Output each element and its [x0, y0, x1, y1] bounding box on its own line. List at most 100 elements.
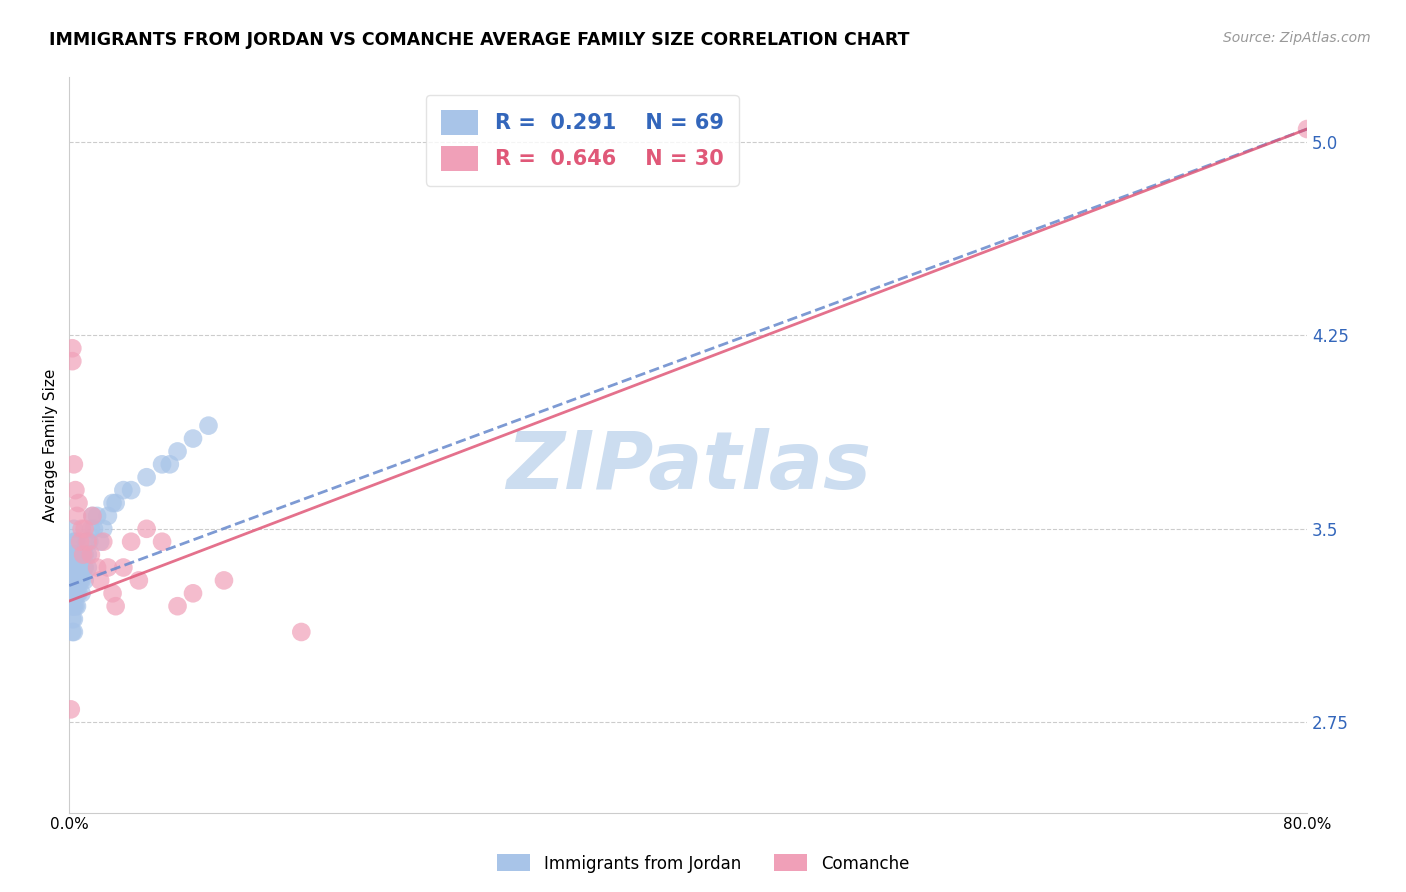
Point [66, 560, 89, 574]
Point [75, 534, 97, 549]
Point [120, 534, 142, 549]
Point [59, 560, 82, 574]
Y-axis label: Average Family Size: Average Family Size [44, 368, 58, 522]
Point [120, 483, 142, 497]
Point [63, 522, 86, 536]
Point [65, 483, 87, 497]
Point [63, 599, 86, 614]
Point [69, 560, 91, 574]
Point [66, 599, 89, 614]
Point [82, 508, 104, 523]
Point [67, 548, 90, 562]
Point [63, 625, 86, 640]
Point [73, 548, 96, 562]
Point [83, 522, 105, 536]
Point [70, 522, 93, 536]
Point [60, 612, 83, 626]
Point [70, 586, 93, 600]
Point [73, 574, 96, 588]
Point [60, 574, 83, 588]
Point [67, 574, 90, 588]
Point [73, 522, 96, 536]
Legend: R =  0.291    N = 69, R =  0.646    N = 30: R = 0.291 N = 69, R = 0.646 N = 30 [426, 95, 738, 186]
Point [60, 341, 83, 355]
Point [65, 560, 87, 574]
Point [101, 586, 124, 600]
Point [79, 534, 101, 549]
Point [80, 522, 103, 536]
Point [89, 534, 111, 549]
Point [60, 354, 83, 368]
Point [63, 548, 86, 562]
Point [150, 458, 173, 472]
Point [72, 548, 94, 562]
Point [197, 418, 219, 433]
Point [104, 496, 127, 510]
Point [86, 560, 108, 574]
Point [86, 508, 108, 523]
Point [135, 470, 157, 484]
Point [65, 599, 87, 614]
Point [65, 586, 87, 600]
Point [181, 432, 204, 446]
Point [63, 586, 86, 600]
Point [67, 560, 90, 574]
Point [166, 599, 188, 614]
Point [67, 496, 90, 510]
Point [91, 522, 114, 536]
Point [69, 548, 91, 562]
Point [66, 508, 89, 523]
Point [135, 522, 157, 536]
Point [89, 574, 111, 588]
Point [82, 508, 104, 523]
Point [128, 574, 150, 588]
Point [112, 560, 135, 574]
Point [104, 599, 127, 614]
Point [70, 548, 93, 562]
Point [63, 574, 86, 588]
Point [72, 548, 94, 562]
Point [73, 560, 96, 574]
Point [69, 574, 91, 588]
Point [60, 586, 83, 600]
Point [91, 534, 114, 549]
Legend: Immigrants from Jordan, Comanche: Immigrants from Jordan, Comanche [491, 847, 915, 880]
Point [59, 548, 82, 562]
Point [181, 586, 204, 600]
Point [60, 560, 83, 574]
Point [60, 548, 83, 562]
Point [66, 534, 89, 549]
Point [60, 599, 83, 614]
Point [80, 548, 103, 562]
Point [97, 560, 120, 574]
Point [67, 586, 90, 600]
Point [59, 574, 82, 588]
Point [59, 599, 82, 614]
Point [159, 458, 181, 472]
Point [65, 548, 87, 562]
Text: IMMIGRANTS FROM JORDAN VS COMANCHE AVERAGE FAMILY SIZE CORRELATION CHART: IMMIGRANTS FROM JORDAN VS COMANCHE AVERA… [49, 31, 910, 49]
Point [72, 560, 94, 574]
Text: Source: ZipAtlas.com: Source: ZipAtlas.com [1223, 31, 1371, 45]
Point [76, 560, 98, 574]
Point [63, 560, 86, 574]
Point [60, 625, 83, 640]
Point [69, 534, 91, 549]
Point [112, 483, 135, 497]
Point [66, 586, 89, 600]
Text: ZIPatlas: ZIPatlas [506, 428, 870, 506]
Point [76, 548, 98, 562]
Point [70, 574, 93, 588]
Point [101, 496, 124, 510]
Point [63, 612, 86, 626]
Point [59, 702, 82, 716]
Point [63, 458, 86, 472]
Point [150, 534, 173, 549]
Point [76, 534, 98, 549]
Point [66, 548, 89, 562]
Point [166, 444, 188, 458]
Point [290, 625, 312, 640]
Point [59, 586, 82, 600]
Point [65, 534, 87, 549]
Point [66, 574, 89, 588]
